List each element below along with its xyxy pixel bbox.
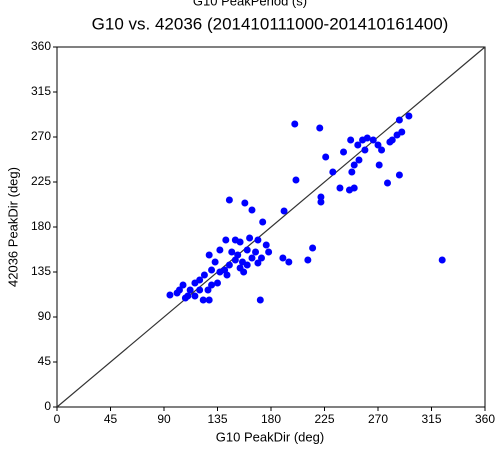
point	[214, 279, 221, 287]
point	[208, 281, 216, 289]
point	[259, 218, 267, 226]
point	[336, 184, 344, 192]
point	[248, 254, 256, 262]
point	[329, 168, 337, 176]
point	[248, 206, 256, 214]
y-tick-label: 90	[38, 309, 52, 323]
point	[398, 128, 406, 136]
point	[388, 136, 396, 144]
point	[355, 156, 363, 164]
point	[317, 198, 325, 206]
y-tick-label: 315	[31, 84, 51, 98]
point	[204, 286, 212, 294]
point	[354, 141, 362, 149]
point	[348, 168, 356, 176]
point	[231, 236, 239, 244]
point	[384, 179, 392, 187]
point	[228, 248, 236, 256]
point	[199, 296, 207, 304]
x-tick-label: 225	[314, 412, 334, 426]
point	[186, 286, 194, 294]
point	[316, 124, 324, 132]
x-tick-label: 180	[261, 412, 281, 426]
x-tick-label: 45	[104, 412, 118, 426]
point	[222, 236, 230, 244]
point	[285, 258, 293, 266]
point	[205, 251, 213, 259]
point	[378, 146, 386, 154]
chart-subtitle: G10 PeakPeriod (s)	[193, 0, 307, 8]
point	[241, 199, 249, 207]
point	[200, 271, 208, 279]
point	[369, 136, 377, 144]
point	[375, 161, 383, 169]
point	[243, 261, 251, 269]
point	[191, 279, 199, 287]
point	[256, 296, 264, 304]
point	[205, 296, 213, 304]
point	[279, 254, 287, 262]
y-tick-label: 45	[38, 354, 52, 368]
point	[350, 161, 358, 169]
point	[265, 248, 273, 256]
point	[291, 120, 299, 128]
point	[363, 134, 371, 142]
point	[234, 251, 242, 259]
y-tick-label: 180	[31, 219, 51, 233]
point	[262, 241, 270, 249]
point	[405, 112, 413, 120]
point	[322, 153, 330, 161]
point	[252, 248, 260, 256]
point	[254, 236, 262, 244]
point	[240, 268, 248, 276]
point	[395, 116, 403, 124]
chart-title: G10 vs. 42036 (201410111000-201410161400…	[92, 14, 449, 33]
point	[395, 171, 403, 179]
y-tick-label: 0	[44, 399, 51, 413]
point	[166, 291, 174, 299]
y-tick-label: 360	[31, 39, 51, 53]
x-tick-label: 270	[368, 412, 388, 426]
y-axis-label: 42036 PeakDir (deg)	[5, 167, 20, 287]
point	[280, 207, 288, 215]
point	[196, 286, 204, 294]
y-tick-label: 135	[31, 264, 51, 278]
x-tick-label: 0	[54, 412, 61, 426]
point	[173, 289, 181, 297]
x-tick-label: 90	[157, 412, 171, 426]
point	[216, 246, 224, 254]
reference-line	[56, 46, 486, 408]
point	[225, 196, 233, 204]
y-tick-label: 270	[31, 129, 51, 143]
point	[223, 271, 231, 279]
point	[179, 281, 187, 289]
y-tick-label: 225	[31, 174, 51, 188]
point	[438, 256, 446, 264]
x-tick-label: 135	[207, 412, 227, 426]
point	[243, 246, 251, 254]
x-tick-label: 360	[475, 412, 495, 426]
point	[304, 256, 312, 264]
point	[317, 193, 325, 201]
point	[374, 141, 382, 149]
point	[257, 254, 265, 262]
x-axis-label: G10 PeakDir (deg)	[216, 429, 324, 444]
point	[340, 148, 348, 156]
x-tick-label: 315	[421, 412, 441, 426]
point	[345, 186, 353, 194]
point	[309, 244, 317, 252]
point	[216, 268, 224, 276]
point	[361, 146, 369, 154]
point	[208, 266, 216, 274]
point	[211, 258, 219, 266]
point	[181, 294, 189, 302]
point	[292, 176, 300, 184]
point	[254, 259, 262, 267]
point	[225, 261, 233, 269]
point	[347, 136, 355, 144]
point	[191, 292, 199, 300]
point	[246, 234, 254, 242]
